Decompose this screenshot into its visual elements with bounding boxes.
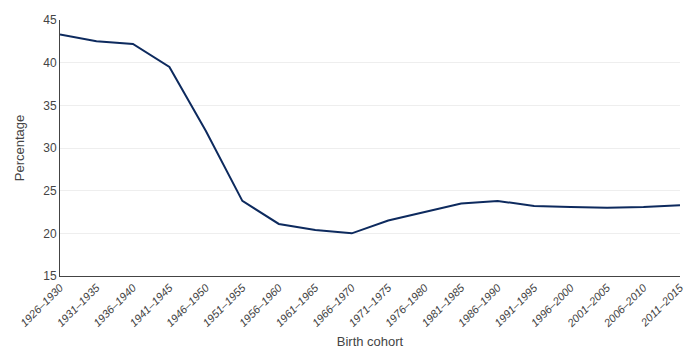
svg-text:1961–1965: 1961–1965 (273, 281, 321, 329)
svg-text:1936–1940: 1936–1940 (91, 281, 139, 329)
svg-text:1946–1950: 1946–1950 (164, 281, 212, 329)
svg-text:40: 40 (43, 56, 57, 70)
svg-text:1951–1955: 1951–1955 (200, 281, 248, 329)
svg-text:1941–1945: 1941–1945 (127, 281, 175, 329)
svg-text:2006–2010: 2006–2010 (601, 281, 650, 330)
svg-text:1996–2000: 1996–2000 (528, 281, 576, 329)
svg-text:1981–1985: 1981–1985 (419, 281, 467, 329)
svg-text:Birth cohort: Birth cohort (337, 334, 404, 349)
svg-text:1931–1935: 1931–1935 (54, 281, 102, 329)
svg-text:30: 30 (43, 141, 57, 155)
svg-text:2011–2015: 2011–2015 (638, 281, 686, 329)
svg-text:25: 25 (43, 184, 57, 198)
svg-text:1926–1930: 1926–1930 (18, 281, 66, 329)
svg-text:2001–2005: 2001–2005 (564, 281, 613, 330)
svg-text:35: 35 (43, 99, 57, 113)
svg-text:45: 45 (43, 13, 57, 27)
svg-text:1966–1970: 1966–1970 (310, 281, 358, 329)
svg-text:15: 15 (43, 269, 57, 283)
svg-text:1956–1960: 1956–1960 (237, 281, 285, 329)
svg-text:1986–1990: 1986–1990 (456, 281, 504, 329)
svg-text:20: 20 (43, 227, 57, 241)
svg-text:Percentage: Percentage (12, 115, 27, 182)
svg-text:1976–1980: 1976–1980 (383, 281, 431, 329)
svg-text:1971–1975: 1971–1975 (346, 281, 394, 329)
svg-text:1991–1995: 1991–1995 (492, 281, 540, 329)
